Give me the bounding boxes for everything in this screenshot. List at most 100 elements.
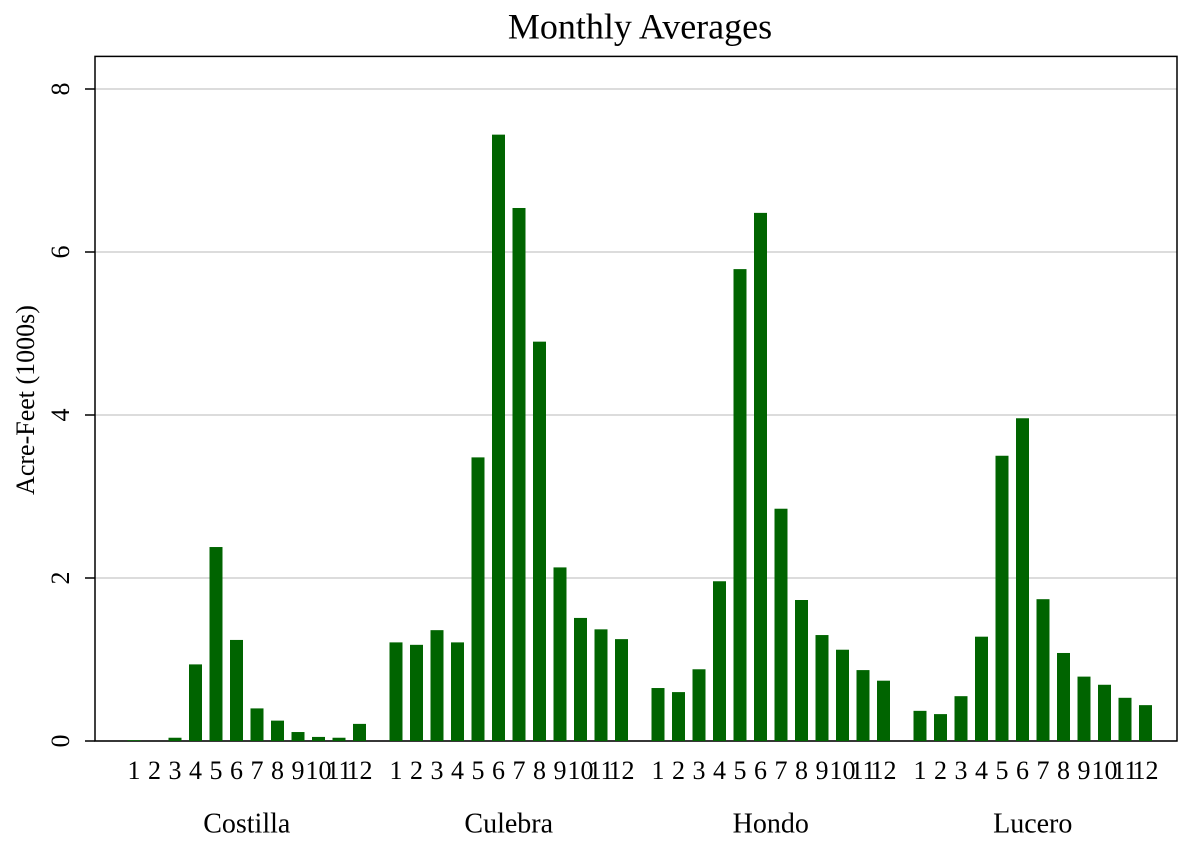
group-label: Culebra (464, 808, 553, 839)
y-tick-label: 8 (46, 83, 75, 96)
x-tick-label: 12 (871, 756, 897, 785)
x-tick-label: 8 (795, 756, 808, 785)
bar (189, 664, 202, 741)
x-tick-label: 3 (431, 756, 444, 785)
bar (934, 714, 947, 741)
x-tick-label: 11 (326, 756, 351, 785)
x-tick-label: 5 (210, 756, 223, 785)
bar (815, 635, 829, 741)
bar (1098, 684, 1111, 741)
bar (451, 642, 464, 741)
x-tick-label: 10 (568, 756, 594, 785)
x-tick-label: 10 (306, 756, 332, 785)
bar (1016, 418, 1029, 741)
group-label: Costilla (203, 808, 291, 839)
x-tick-label: 1 (914, 756, 927, 785)
x-tick-label: 7 (1037, 756, 1050, 785)
x-tick-label: 6 (230, 756, 243, 785)
x-tick-label: 9 (1078, 756, 1091, 785)
x-tick-label: 10 (830, 756, 856, 785)
bar (271, 720, 284, 741)
x-tick-label: 1 (652, 756, 665, 785)
bar (230, 639, 243, 741)
x-tick-label: 9 (816, 756, 829, 785)
x-tick-label: 8 (271, 756, 284, 785)
bar (1036, 599, 1050, 741)
bar (713, 581, 726, 741)
bar (209, 547, 223, 741)
bar (774, 508, 788, 741)
y-axis-label: Acre-Feet (1000s) (11, 305, 40, 495)
x-tick-label: 1 (390, 756, 403, 785)
x-tick-label: 8 (533, 756, 546, 785)
x-tick-label: 2 (410, 756, 423, 785)
bar (692, 669, 706, 741)
bar (913, 710, 927, 741)
bar (856, 670, 870, 741)
y-tick-label: 2 (46, 572, 75, 585)
bar (353, 723, 366, 741)
bar (410, 644, 423, 741)
bar (553, 567, 567, 741)
group-label: Lucero (993, 808, 1072, 839)
plot-frame (94, 55, 1178, 742)
y-tick-label: 6 (46, 246, 75, 259)
bar (533, 341, 546, 741)
bar (471, 457, 485, 741)
bar (492, 134, 505, 741)
x-tick-label: 5 (472, 756, 485, 785)
bar (127, 740, 141, 741)
x-tick-label: 3 (955, 756, 968, 785)
bar (1118, 697, 1132, 741)
group-label: Hondo (733, 808, 809, 839)
x-tick-label: 3 (169, 756, 182, 785)
bar (733, 269, 747, 741)
chart-title: Monthly Averages (508, 6, 772, 46)
x-tick-label: 6 (1016, 756, 1029, 785)
x-tick-label: 4 (975, 756, 988, 785)
x-tick-label: 2 (934, 756, 947, 785)
x-tick-label: 11 (588, 756, 613, 785)
x-tick-label: 4 (189, 756, 202, 785)
x-tick-label: 5 (996, 756, 1009, 785)
x-tick-label: 4 (713, 756, 726, 785)
x-tick-label: 10 (1092, 756, 1118, 785)
bar (168, 737, 182, 741)
x-tick-label: 9 (554, 756, 567, 785)
x-tick-label: 12 (609, 756, 635, 785)
x-tick-label: 12 (347, 756, 373, 785)
bar (754, 212, 767, 741)
x-tick-label: 3 (693, 756, 706, 785)
bar (512, 207, 526, 742)
bar (954, 696, 968, 741)
x-tick-label: 11 (850, 756, 875, 785)
y-tick-label: 4 (46, 409, 75, 422)
bar (291, 732, 305, 741)
bar (615, 639, 628, 741)
bar (1057, 652, 1070, 741)
x-tick-label: 4 (451, 756, 464, 785)
bar (574, 617, 587, 741)
x-tick-label: 2 (672, 756, 685, 785)
bar (332, 737, 346, 741)
bar (1077, 676, 1091, 741)
bar (995, 455, 1009, 741)
bar (430, 630, 444, 741)
x-tick-label: 7 (251, 756, 264, 785)
bar (250, 708, 264, 741)
x-tick-label: 6 (492, 756, 505, 785)
bar (672, 692, 685, 741)
x-tick-label: 7 (775, 756, 788, 785)
x-tick-label: 7 (513, 756, 526, 785)
x-tick-label: 2 (148, 756, 161, 785)
bar (389, 642, 403, 741)
bar (312, 736, 325, 741)
bar (975, 636, 988, 741)
x-tick-label: 6 (754, 756, 767, 785)
bar (795, 600, 808, 741)
x-tick-label: 11 (1112, 756, 1137, 785)
y-tick-label: 0 (46, 735, 75, 748)
x-tick-label: 9 (292, 756, 305, 785)
x-tick-label: 12 (1133, 756, 1159, 785)
